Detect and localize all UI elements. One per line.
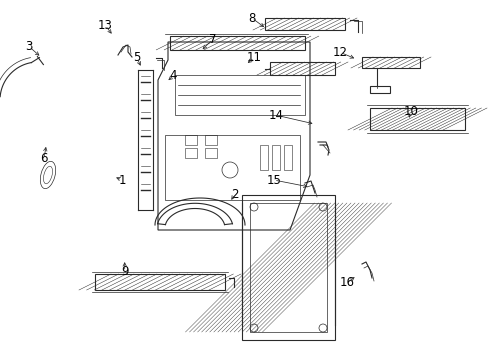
Text: 1: 1: [118, 174, 126, 186]
Text: 8: 8: [247, 12, 255, 24]
Text: 10: 10: [403, 105, 417, 118]
Text: 5: 5: [133, 51, 141, 64]
Text: 13: 13: [98, 19, 112, 32]
Text: 12: 12: [332, 46, 346, 59]
Text: 15: 15: [266, 174, 281, 186]
Text: 4: 4: [169, 69, 177, 82]
Text: 7: 7: [208, 33, 216, 46]
Text: 11: 11: [246, 51, 261, 64]
Text: 9: 9: [121, 265, 128, 278]
Text: 14: 14: [268, 109, 283, 122]
Text: 3: 3: [25, 40, 33, 53]
Text: 6: 6: [40, 152, 48, 165]
Text: 16: 16: [339, 276, 354, 289]
Text: 2: 2: [230, 188, 238, 201]
